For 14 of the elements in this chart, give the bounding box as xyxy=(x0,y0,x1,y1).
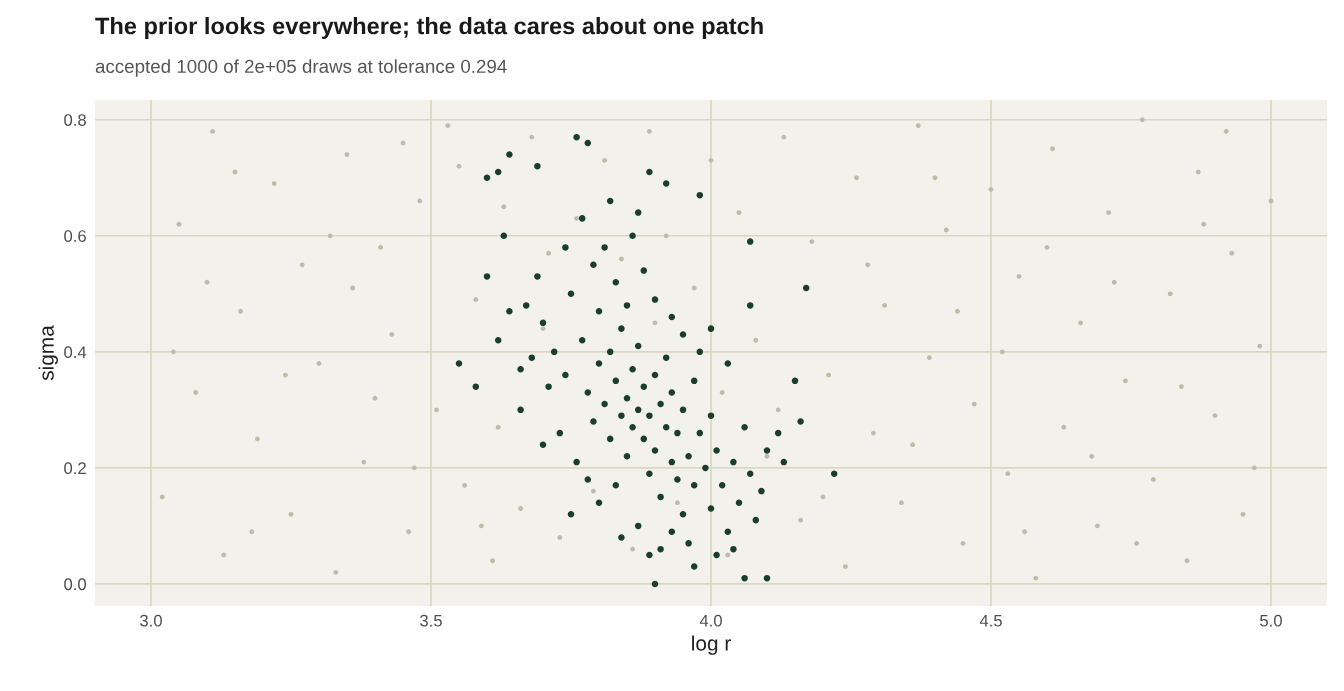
x-tick-label: 4.5 xyxy=(979,614,1002,627)
y-tick-label: 0.2 xyxy=(64,462,86,475)
y-axis-title: sigma xyxy=(38,325,58,381)
x-tick-label: 3.0 xyxy=(140,614,162,627)
y-tick-label: 0.4 xyxy=(64,346,87,359)
y-tick-label: 0.6 xyxy=(64,230,86,242)
x-tick-label: 4.0 xyxy=(699,614,722,627)
chart-subtitle: accepted 1000 of 2e+05 draws at tolerance 0.294 xyxy=(95,59,507,77)
y-tick-label: 0.0 xyxy=(64,578,87,591)
x-tick-label: 5.0 xyxy=(1260,614,1282,627)
x-axis-title: log r xyxy=(692,635,731,655)
chart-title: The prior looks everywhere; the data cares about one patch xyxy=(95,17,763,39)
x-tick-label: 3.5 xyxy=(420,614,442,627)
y-tick-label: 0.8 xyxy=(64,114,86,126)
